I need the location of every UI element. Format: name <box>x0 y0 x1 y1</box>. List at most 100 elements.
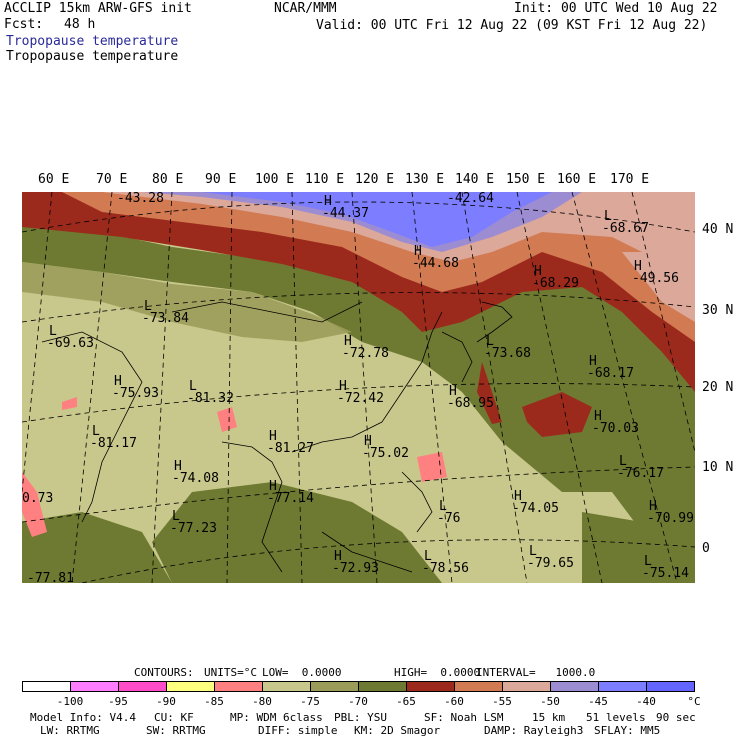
extremum-value: -75.02 <box>362 446 409 461</box>
longitude-label: 60 E <box>38 172 70 187</box>
timestep: 90 sec <box>656 711 696 724</box>
longitude-label: 120 E <box>355 172 395 187</box>
microphysics-scheme: MP: WDM 6class <box>230 711 323 724</box>
tropopause-temperature-map: H-43.28H-44.37H-42.64H-44.68L-68.67H-49.… <box>22 192 695 583</box>
extremum-value: -68.67 <box>602 221 649 236</box>
extremum-value: -81.27 <box>267 441 314 456</box>
colorbar-swatch <box>502 681 551 692</box>
resolution: 15 km <box>532 711 566 724</box>
extremum-value: 0.73 <box>22 491 53 506</box>
pressure-symbol: H <box>449 192 457 194</box>
surface-layer-scheme: SFLAY: MM5 <box>594 724 661 737</box>
extremum-value: -79.65 <box>527 556 574 571</box>
forecast-label: Fcst: <box>4 17 44 32</box>
contour-low: LOW= 0.0000 <box>262 666 342 679</box>
pressure-symbol: H <box>174 459 182 474</box>
extremum-value: -68.29 <box>532 276 579 291</box>
extremum-value: -72.78 <box>342 346 389 361</box>
pressure-symbol: L <box>49 324 57 339</box>
extremum-value: -70.99 <box>647 511 694 526</box>
pressure-symbol: H <box>114 374 122 389</box>
cumulus-scheme: CU: KF <box>154 711 194 724</box>
shortwave-scheme: SW: RRTMG <box>146 724 206 737</box>
colorbar-label: -55 <box>492 695 512 708</box>
colorbar-label: -95 <box>108 695 128 708</box>
colorbar-label: -50 <box>540 695 560 708</box>
pressure-symbol: H <box>119 192 127 194</box>
extremum-value: -77.23 <box>170 521 217 536</box>
latitude-label: 20 N <box>702 380 734 395</box>
surface-scheme: SF: Noah LSM <box>424 711 504 724</box>
pressure-symbol: L <box>144 299 152 314</box>
extremum-value: -73.84 <box>142 311 189 326</box>
latitude-label: 0 <box>702 541 710 556</box>
forecast-hours: 48 h <box>64 17 96 32</box>
contour-interval: INTERVAL= 1000.0 <box>476 666 596 679</box>
colorbar-swatch <box>310 681 359 692</box>
extremum-value: -42.64 <box>447 192 494 206</box>
colorbar-label: -100 <box>56 695 84 708</box>
extremum-value: -75.14 <box>642 566 689 581</box>
pressure-symbol: H <box>534 264 542 279</box>
extremum-value: -76.17 <box>617 466 664 481</box>
extremum-value: -75.93 <box>112 386 159 401</box>
longitude-label: 160 E <box>557 172 597 187</box>
colorbar-label: -75 <box>300 695 320 708</box>
colorbar-label: -90 <box>156 695 176 708</box>
extremum-value: -68.17 <box>587 366 634 381</box>
model-title: ACCLIP 15km ARW-GFS init <box>4 1 192 16</box>
longitude-label: 140 E <box>455 172 495 187</box>
extremum-value: -72.42 <box>337 391 384 406</box>
colorbar-label: -60 <box>444 695 464 708</box>
pressure-symbol: H <box>324 194 332 209</box>
field-title-1: Tropopause temperature <box>6 34 179 49</box>
pressure-symbol: H <box>344 334 352 349</box>
valid-time: Valid: 00 UTC Fri 12 Aug 22 (09 KST Fri … <box>316 18 708 33</box>
pressure-symbol: L <box>439 499 447 514</box>
pressure-symbol: H <box>634 259 642 274</box>
extremum-value: -76 <box>437 511 460 526</box>
longwave-scheme: LW: RRTMG <box>40 724 100 737</box>
longitude-label: 110 E <box>305 172 345 187</box>
extremum-value: -77.14 <box>267 491 314 506</box>
colorbar-swatch <box>550 681 599 692</box>
extremum-value: -70.03 <box>592 421 639 436</box>
pressure-symbol: L <box>172 509 180 524</box>
damping-scheme: DAMP: Rayleigh3 <box>484 724 584 737</box>
pressure-symbol: H <box>589 354 597 369</box>
colorbar-swatch <box>358 681 407 692</box>
pressure-symbol: H <box>414 244 422 259</box>
colorbar-swatch <box>646 681 695 692</box>
pressure-symbol: L <box>92 424 100 439</box>
extremum-value: -74.08 <box>172 471 219 486</box>
colorbar-label: -85 <box>204 695 224 708</box>
pbl-scheme: PBL: YSU <box>334 711 387 724</box>
pressure-symbol: L <box>486 334 494 349</box>
km-scheme: KM: 2D Smagor <box>354 724 441 737</box>
contour-units: UNITS=°C <box>204 666 257 679</box>
extremum-value: -78.56 <box>422 561 469 576</box>
longitude-label: 90 E <box>205 172 237 187</box>
pressure-symbol: L <box>189 379 197 394</box>
colorbar-swatch <box>214 681 263 692</box>
extremum-value: -44.37 <box>322 206 369 221</box>
levels: 51 levels <box>586 711 646 724</box>
longitude-label: 100 E <box>255 172 295 187</box>
diffusion-scheme: DIFF: simple <box>258 724 338 737</box>
pressure-symbol: L <box>604 209 612 224</box>
colorbar-label: -45 <box>588 695 608 708</box>
extremum-value: -81.32 <box>187 391 234 406</box>
pressure-symbol: H <box>269 479 277 494</box>
colorbar-label: °C <box>687 695 701 708</box>
colorbar-label: -40 <box>636 695 656 708</box>
colorbar-swatch <box>454 681 503 692</box>
pressure-symbol: H <box>649 499 657 514</box>
pressure-symbol: L <box>644 554 652 569</box>
pressure-symbol: L <box>424 549 432 564</box>
extremum-value: -43.28 <box>117 192 164 206</box>
extremum-value: -44.68 <box>412 256 459 271</box>
colorbar-swatch <box>118 681 167 692</box>
extremum-value: -74.05 <box>512 501 559 516</box>
high-low-labels: H-43.28H-44.37H-42.64H-44.68L-68.67H-49.… <box>22 192 694 583</box>
longitude-label: 80 E <box>152 172 184 187</box>
